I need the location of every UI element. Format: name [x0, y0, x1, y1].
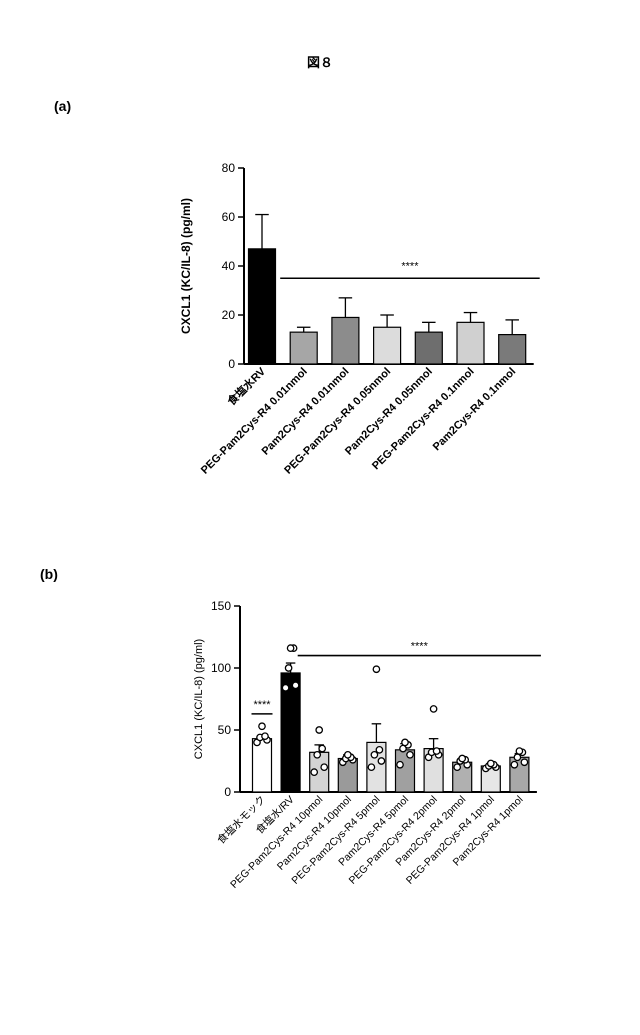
bar [253, 739, 272, 792]
data-point [373, 666, 379, 672]
data-point [407, 752, 413, 758]
data-point [454, 764, 460, 770]
data-point [311, 769, 317, 775]
y-tick-label: 100 [211, 661, 231, 675]
figure-charts: 020406080CXCL1 (KC/IL-8) (pg/ml)食塩水RVPEG… [0, 0, 640, 1035]
chart-a: 020406080CXCL1 (KC/IL-8) (pg/ml)食塩水RVPEG… [179, 161, 540, 477]
data-point [488, 760, 494, 766]
data-point [285, 665, 291, 671]
data-point [430, 706, 436, 712]
bar [457, 322, 484, 364]
bar [332, 317, 359, 364]
data-point [514, 754, 520, 760]
bar [249, 249, 276, 364]
y-tick-label: 150 [211, 599, 231, 613]
y-tick-label: 0 [228, 357, 235, 371]
significance-label: **** [253, 699, 271, 711]
data-point [282, 685, 288, 691]
data-point [319, 745, 325, 751]
y-tick-label: 0 [224, 785, 231, 799]
significance-label: **** [411, 641, 429, 653]
data-point [371, 752, 377, 758]
significance-label: **** [401, 260, 419, 272]
y-tick-label: 80 [222, 161, 236, 175]
bar [374, 327, 401, 364]
category-label: Pam2Cys-R4 0.1nmol [431, 366, 519, 454]
data-point [516, 748, 522, 754]
data-point [378, 758, 384, 764]
data-point [521, 759, 527, 765]
bar [499, 335, 526, 364]
bar [290, 332, 317, 364]
data-point [402, 739, 408, 745]
y-tick-label: 50 [218, 723, 232, 737]
y-tick-label: 60 [222, 210, 236, 224]
data-point [314, 752, 320, 758]
data-point [511, 762, 517, 768]
bar [415, 332, 442, 364]
data-point [376, 747, 382, 753]
data-point [368, 764, 374, 770]
data-point [459, 755, 465, 761]
y-tick-label: 20 [222, 308, 236, 322]
chart-b: 050100150CXCL1 (KC/IL-8) (pg/ml)食塩水モック食塩… [193, 599, 541, 891]
data-point [433, 748, 439, 754]
data-point [292, 682, 298, 688]
y-tick-label: 40 [222, 259, 236, 273]
data-point [259, 723, 265, 729]
y-axis-label: CXCL1 (KC/IL-8) (pg/ml) [193, 639, 205, 759]
data-point [397, 762, 403, 768]
data-point [262, 733, 268, 739]
y-axis-label: CXCL1 (KC/IL-8) (pg/ml) [179, 198, 193, 334]
data-point [316, 727, 322, 733]
data-point [345, 752, 351, 758]
data-point [321, 764, 327, 770]
category-label: 食塩水モック [214, 793, 268, 847]
data-point [287, 645, 293, 651]
